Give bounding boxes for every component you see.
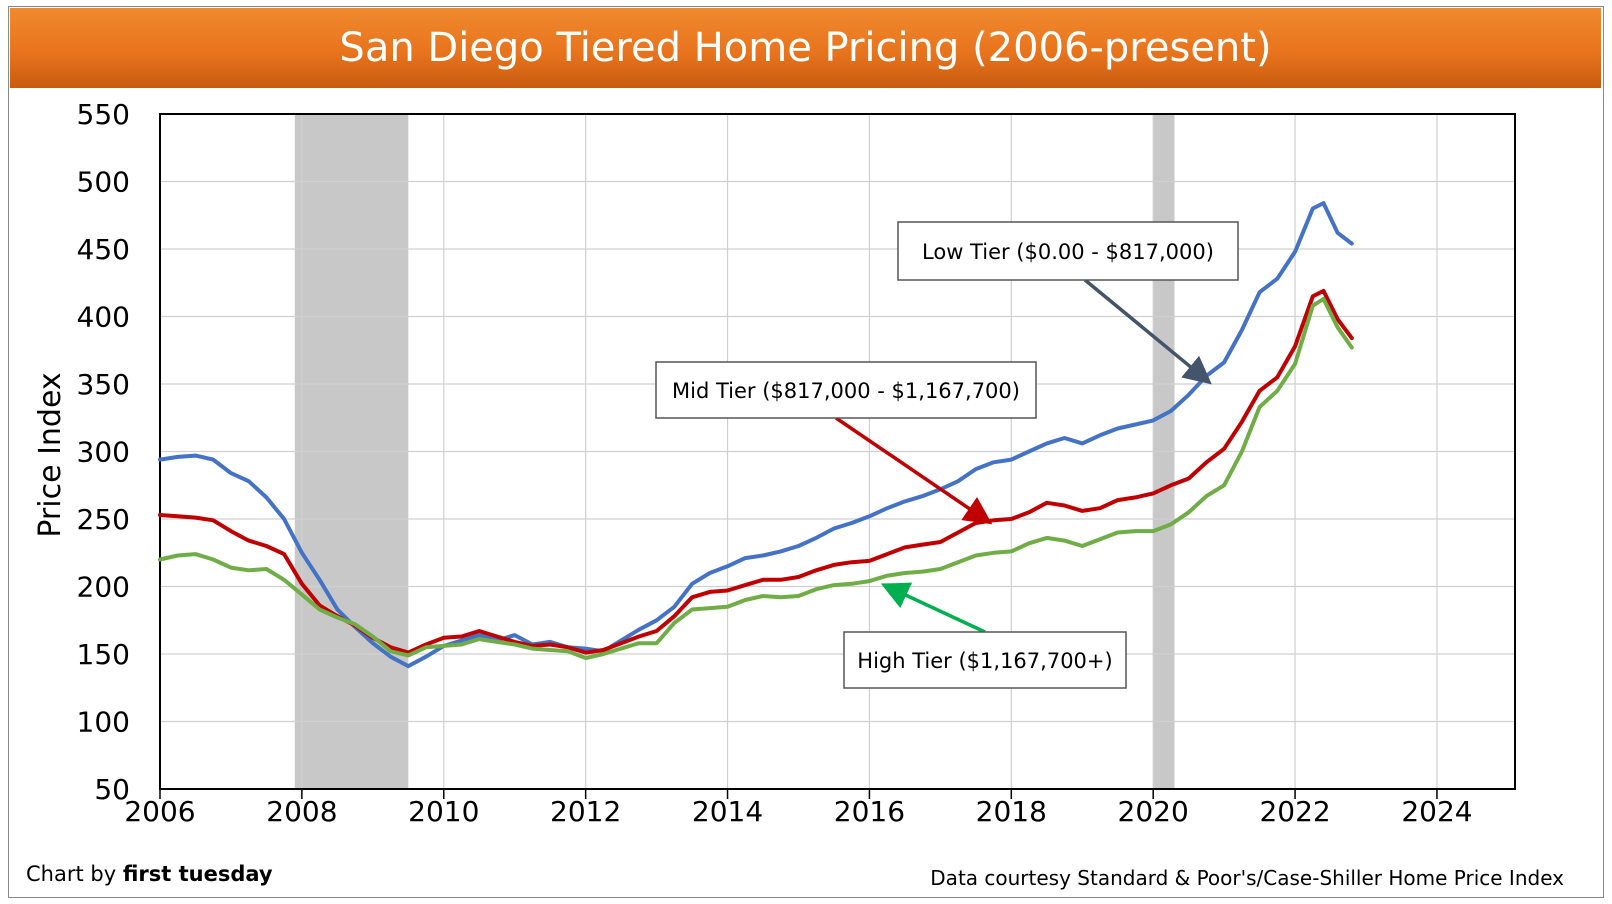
axis-ticks: 50 100 150 200 250 300 350 400 450 500 550 2006 2008… bbox=[77, 98, 1473, 828]
callout-2: Mid Tier ($817,000 - $1,167,700) bbox=[655, 361, 1037, 525]
data-series bbox=[158, 201, 1354, 669]
callout-label-3: High Tier ($1,167,700+) bbox=[857, 649, 1112, 673]
x-tick-label: 2010 bbox=[408, 795, 479, 828]
credit-brand: first tuesday bbox=[122, 862, 273, 886]
x-tick-label: 2018 bbox=[976, 795, 1047, 828]
title-banner: San Diego Tiered Home Pricing (2006-pres… bbox=[10, 8, 1601, 88]
y-tick-label: 450 bbox=[77, 233, 130, 266]
x-tick-label: 2020 bbox=[1118, 795, 1189, 828]
x-tick-label: 2022 bbox=[1259, 795, 1330, 828]
series-line-1 bbox=[158, 201, 1354, 669]
credit-prefix: Chart by bbox=[26, 862, 123, 886]
y-tick-label: 50 bbox=[94, 773, 130, 806]
x-tick-label: 2024 bbox=[1401, 795, 1472, 828]
y-tick-label: 550 bbox=[77, 98, 130, 131]
data-source: Data courtesy Standard & Poor's/Case-Shi… bbox=[930, 866, 1564, 890]
annotations: Low Tier ($0.00 - $817,000) Mid Tier ($81… bbox=[655, 221, 1239, 689]
callout-arrow-3 bbox=[880, 582, 986, 634]
chart-credit: Chart by first tuesday bbox=[26, 862, 273, 886]
x-tick-label: 2012 bbox=[550, 795, 621, 828]
y-tick-label: 300 bbox=[77, 436, 130, 469]
callout-label-1: Low Tier ($0.00 - $817,000) bbox=[922, 240, 1214, 264]
plot-area-border bbox=[159, 113, 1516, 790]
x-tick-label: 2008 bbox=[266, 795, 337, 828]
callout-label-2: Mid Tier ($817,000 - $1,167,700) bbox=[672, 379, 1020, 403]
chart-frame bbox=[8, 6, 1604, 898]
callout-box-2 bbox=[655, 361, 1037, 419]
chart-title: San Diego Tiered Home Pricing (2006-pres… bbox=[339, 25, 1272, 71]
series-line-3 bbox=[158, 296, 1354, 660]
y-tick-label: 100 bbox=[77, 706, 130, 739]
y-tick-label: 200 bbox=[77, 571, 130, 604]
y-tick-label: 150 bbox=[77, 638, 130, 671]
x-tick-label: 2016 bbox=[834, 795, 905, 828]
y-tick-label: 350 bbox=[77, 368, 130, 401]
callout-arrow-2 bbox=[835, 416, 993, 525]
callout-1: Low Tier ($0.00 - $817,000) bbox=[897, 221, 1239, 385]
callout-box-3 bbox=[843, 631, 1127, 689]
y-tick-label: 250 bbox=[77, 503, 130, 536]
x-tick-label: 2014 bbox=[692, 795, 763, 828]
y-axis-label: Price Index bbox=[33, 372, 68, 537]
callout-box-1 bbox=[897, 221, 1239, 281]
x-tick-label: 2006 bbox=[124, 795, 195, 828]
y-tick-label: 500 bbox=[77, 166, 130, 199]
callout-arrow-1 bbox=[1083, 278, 1212, 385]
y-tick-label: 400 bbox=[77, 301, 130, 334]
callout-3: High Tier ($1,167,700+) bbox=[843, 582, 1127, 689]
